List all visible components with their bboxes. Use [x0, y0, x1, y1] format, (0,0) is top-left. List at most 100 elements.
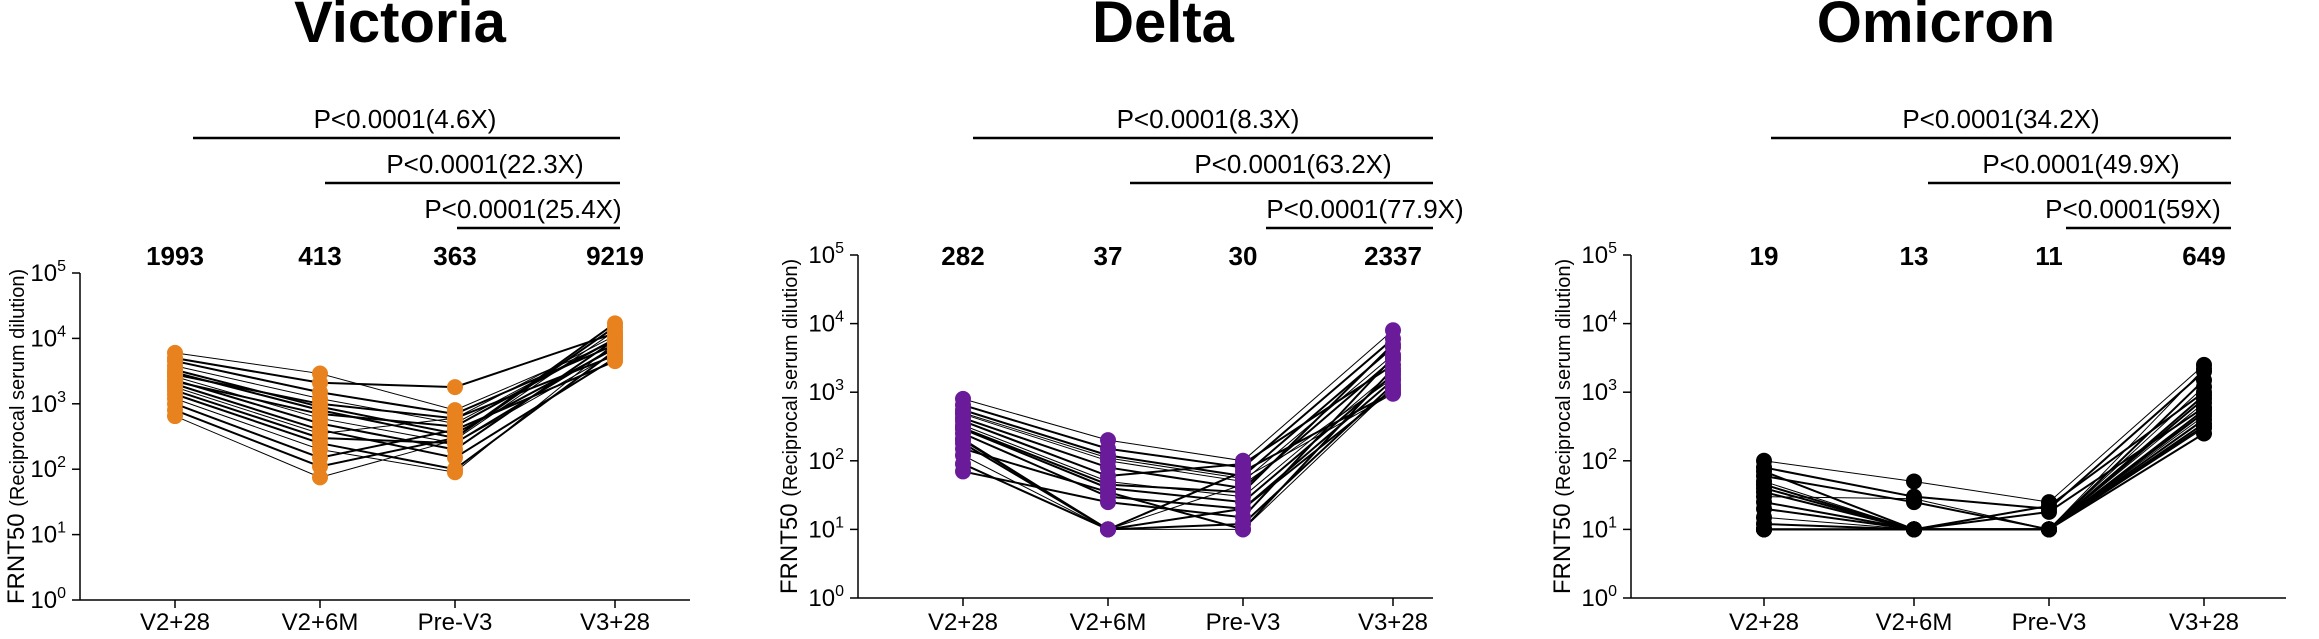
data-point	[955, 420, 971, 437]
chart-panel-omicron: Omicron P<0.0001(34.2X) P<0.0001(49.9X) P<0…	[1546, 0, 2319, 639]
x-tick-label: Pre-V3	[418, 609, 493, 636]
y-axis-label: FRNT50 (Reciprocal serum dilution)	[776, 259, 803, 594]
subject-line	[174, 338, 616, 428]
data-point	[167, 408, 183, 425]
subject-line	[962, 364, 1394, 478]
subject-line	[174, 343, 616, 415]
y-tick-label: 101	[30, 520, 66, 549]
subject-line	[962, 393, 1394, 480]
chart-title: Victoria	[294, 0, 506, 55]
geometric-mean-label: 2337	[1364, 241, 1422, 271]
x-tick-label: V2+28	[1729, 609, 1799, 636]
geometric-mean-label: 413	[298, 241, 341, 271]
geometric-mean-label: 37	[1094, 241, 1123, 271]
data-point	[607, 330, 623, 347]
geometric-mean-label: 19	[1750, 241, 1779, 271]
x-tick-label: V3+28	[2169, 609, 2239, 636]
geometric-mean-label: 11	[2035, 241, 2063, 271]
data-point	[447, 418, 463, 435]
data-point	[2041, 521, 2057, 538]
y-axis-label: FRNT50 (Reciprocal serum dilution)	[3, 269, 30, 604]
data-point	[1756, 515, 1772, 532]
data-point	[955, 404, 971, 421]
y-tick-label: 105	[30, 258, 66, 287]
data-point	[1906, 521, 1922, 538]
y-tick-label: 103	[1581, 377, 1617, 406]
subject-line	[1763, 409, 2205, 531]
data-points	[167, 315, 623, 486]
subject-line	[174, 330, 616, 478]
data-point	[312, 469, 328, 486]
subject-line	[962, 383, 1394, 531]
subject-line	[174, 342, 616, 473]
x-tick-label: V2+6M	[1070, 609, 1147, 636]
data-point	[1100, 521, 1116, 538]
x-tick-label: V2+28	[140, 609, 210, 636]
comparison-label: P<0.0001(49.9X)	[1982, 149, 2179, 179]
chart-victoria: Victoria P<0.0001(4.6X) P<0.0001(22.3X) P<0…	[3, 0, 690, 636]
data-point	[1385, 336, 1401, 353]
y-tick-label: 101	[1581, 514, 1617, 543]
data-point	[447, 431, 463, 448]
subject-line	[962, 388, 1394, 531]
data-points	[955, 322, 1401, 538]
comparison-label: P<0.0001(22.3X)	[386, 149, 583, 179]
comparison-label: P<0.0001(59X)	[2045, 194, 2221, 224]
x-tick-label: Pre-V3	[2012, 609, 2087, 636]
comparison-label: P<0.0001(34.2X)	[1902, 104, 2099, 134]
geometric-mean-label: 30	[1229, 241, 1258, 271]
comparison-label: P<0.0001(4.6X)	[314, 104, 497, 134]
data-points	[1756, 356, 2212, 538]
subject-lines	[174, 322, 616, 478]
subject-line	[962, 356, 1394, 519]
comparison-label: P<0.0001(25.4X)	[424, 194, 621, 224]
comparison-label: P<0.0001(8.3X)	[1117, 104, 1300, 134]
subject-line	[1764, 415, 2205, 530]
y-tick-label: 103	[808, 377, 844, 406]
y-tick-label: 104	[1581, 309, 1617, 338]
subject-line	[962, 329, 1394, 462]
subject-line	[174, 322, 616, 468]
geometric-mean-label: 363	[433, 241, 476, 271]
chart-delta: Delta P<0.0001(8.3X) P<0.0001(63.2X) P<0.00…	[776, 0, 1464, 636]
subject-line	[174, 335, 616, 435]
chart-panel-delta: Delta P<0.0001(8.3X) P<0.0001(63.2X) P<0.00…	[773, 0, 1546, 639]
y-tick-label: 104	[808, 309, 844, 338]
data-point	[1235, 484, 1251, 501]
comparison-label: P<0.0001(63.2X)	[1194, 149, 1391, 179]
data-point	[1100, 494, 1116, 511]
geometric-mean-label: 649	[2182, 241, 2225, 271]
y-tick-label: 100	[30, 585, 66, 614]
subject-line	[962, 343, 1394, 494]
y-tick-label: 105	[1581, 240, 1617, 269]
data-point	[1756, 463, 1772, 480]
data-point	[2196, 418, 2212, 435]
data-point	[312, 405, 328, 422]
data-point	[2196, 402, 2212, 419]
comparison-label: P<0.0001(77.9X)	[1266, 194, 1463, 224]
y-tick-label: 105	[808, 240, 844, 269]
x-tick-label: V3+28	[1358, 609, 1428, 636]
data-point	[1906, 473, 1922, 490]
subject-line	[962, 379, 1394, 510]
data-point	[167, 373, 183, 390]
data-point	[1235, 515, 1251, 532]
geometric-mean-label: 9219	[586, 241, 644, 271]
subject-line	[962, 338, 1394, 469]
data-point	[1100, 449, 1116, 466]
chart-panel-victoria: Victoria P<0.0001(4.6X) P<0.0001(22.3X) P<0…	[0, 0, 773, 639]
subject-line	[1763, 402, 2205, 530]
data-point	[1100, 476, 1116, 493]
chart-title: Delta	[1092, 0, 1235, 55]
subject-line	[1763, 406, 2205, 531]
data-point	[1756, 476, 1772, 493]
data-point	[2196, 360, 2212, 377]
x-tick-label: V2+28	[928, 609, 998, 636]
subject-line	[1763, 379, 2205, 531]
data-point	[955, 432, 971, 449]
geometric-mean-label: 1993	[146, 241, 204, 271]
x-tick-label: Pre-V3	[1206, 609, 1281, 636]
subject-lines	[962, 329, 1394, 531]
chart-omicron: Omicron P<0.0001(34.2X) P<0.0001(49.9X) P<0…	[1549, 0, 2286, 636]
data-point	[1906, 490, 1922, 507]
